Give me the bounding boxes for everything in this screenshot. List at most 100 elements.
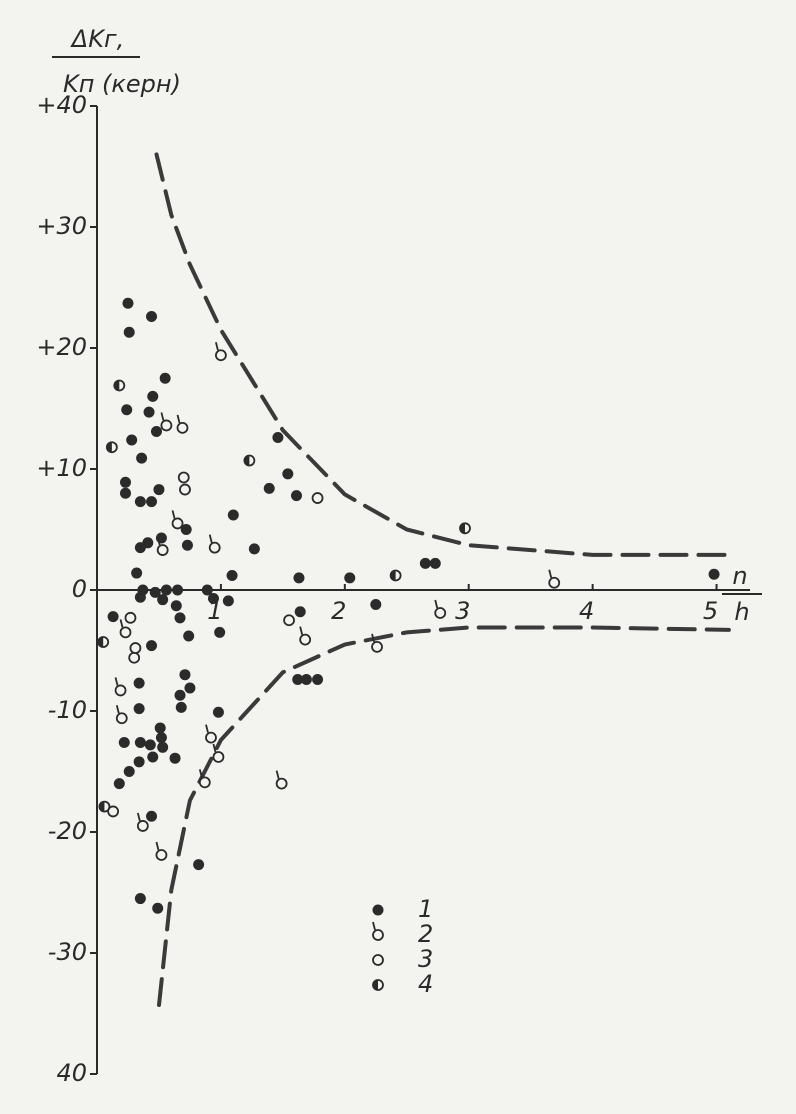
data-point	[174, 689, 186, 701]
marker-dot	[227, 509, 239, 521]
data-point	[136, 452, 148, 464]
marker-dot	[134, 893, 146, 905]
marker-tick	[114, 677, 119, 686]
data-point	[133, 756, 145, 768]
x-tick-label: 1	[207, 597, 222, 625]
data-point	[150, 425, 162, 437]
data-point	[171, 510, 184, 530]
data-point	[176, 414, 189, 434]
data-point	[133, 703, 145, 715]
marker-dot	[282, 468, 294, 480]
marker-ring	[129, 642, 142, 654]
marker-dot	[193, 859, 205, 871]
marker-dot	[181, 539, 193, 551]
data-point	[292, 674, 304, 686]
data-point	[248, 543, 260, 555]
data-point	[123, 326, 135, 338]
marker-ring	[548, 576, 561, 589]
marker-ring	[176, 421, 189, 434]
marker-dot	[121, 404, 133, 416]
data-point	[134, 496, 146, 508]
marker-dot	[147, 751, 159, 763]
marker-dot	[136, 452, 148, 464]
data-point	[175, 701, 187, 713]
data-point	[147, 751, 159, 763]
envelope-curve	[157, 625, 731, 1007]
marker-tick	[299, 626, 304, 635]
marker-ring	[372, 954, 384, 966]
data-point	[157, 741, 169, 753]
marker-dot	[154, 722, 166, 734]
marker-dot	[107, 611, 119, 623]
legend-marker	[372, 979, 384, 991]
data-point	[119, 476, 131, 488]
data-point	[272, 432, 284, 444]
data-point	[123, 766, 135, 777]
data-point	[107, 805, 120, 818]
marker-dot	[184, 682, 196, 694]
marker-dot	[429, 557, 441, 569]
data-point	[429, 557, 441, 569]
marker-tick	[155, 841, 160, 851]
marker-ring	[128, 651, 141, 664]
marker-dot	[174, 689, 186, 701]
data-point	[134, 736, 146, 748]
marker-dot	[222, 595, 234, 607]
marker-tick	[212, 743, 217, 753]
data-point	[160, 412, 173, 432]
legend-label: 1	[418, 895, 433, 923]
y-tick-label: 0	[72, 575, 87, 603]
marker-tick	[205, 724, 209, 733]
data-point	[708, 568, 720, 580]
marker-half	[114, 380, 120, 391]
marker-dot	[290, 490, 302, 502]
marker-dot	[147, 390, 159, 402]
data-point	[134, 591, 146, 603]
marker-dot	[144, 739, 156, 751]
data-point	[243, 454, 256, 467]
y-tick-label: -30	[48, 938, 87, 966]
x-tick-label: 5	[703, 597, 718, 625]
y-tick-label: 40	[56, 1059, 87, 1087]
marker-ring	[177, 471, 190, 484]
data-point	[183, 630, 195, 642]
marker-ring	[160, 419, 173, 432]
data-point	[212, 743, 225, 763]
data-point	[283, 614, 295, 627]
data-point	[311, 492, 324, 504]
data-point	[156, 536, 169, 556]
data-point	[134, 893, 146, 905]
data-point	[122, 297, 134, 309]
marker-dot	[122, 297, 134, 309]
data-point	[144, 739, 156, 751]
legend-label: 3	[418, 945, 433, 973]
marker-dot	[344, 572, 356, 584]
data-point	[205, 724, 217, 744]
marker-ring	[136, 820, 149, 832]
marker-dot	[133, 677, 145, 689]
data-point	[179, 669, 191, 681]
data-point	[146, 810, 158, 822]
marker-dot	[201, 584, 213, 596]
marker-tick	[136, 812, 141, 822]
data-point	[193, 859, 205, 871]
marker-dot	[155, 732, 167, 744]
marker-dot	[292, 674, 304, 686]
data-point	[215, 342, 227, 362]
data-point	[126, 434, 138, 446]
marker-dot	[226, 569, 238, 581]
data-point	[143, 406, 155, 418]
data-point	[222, 595, 234, 607]
marker-dot	[214, 626, 226, 638]
marker-half	[460, 523, 466, 534]
marker-half	[99, 801, 105, 812]
y-tick-label: +30	[36, 212, 87, 240]
legend-label: 2	[418, 920, 433, 948]
data-point	[282, 468, 294, 480]
data-point	[113, 379, 126, 392]
marker-dot	[146, 496, 158, 508]
data-point	[154, 722, 166, 734]
marker-tick	[198, 769, 203, 778]
data-point	[107, 611, 119, 623]
data-point	[371, 633, 383, 653]
